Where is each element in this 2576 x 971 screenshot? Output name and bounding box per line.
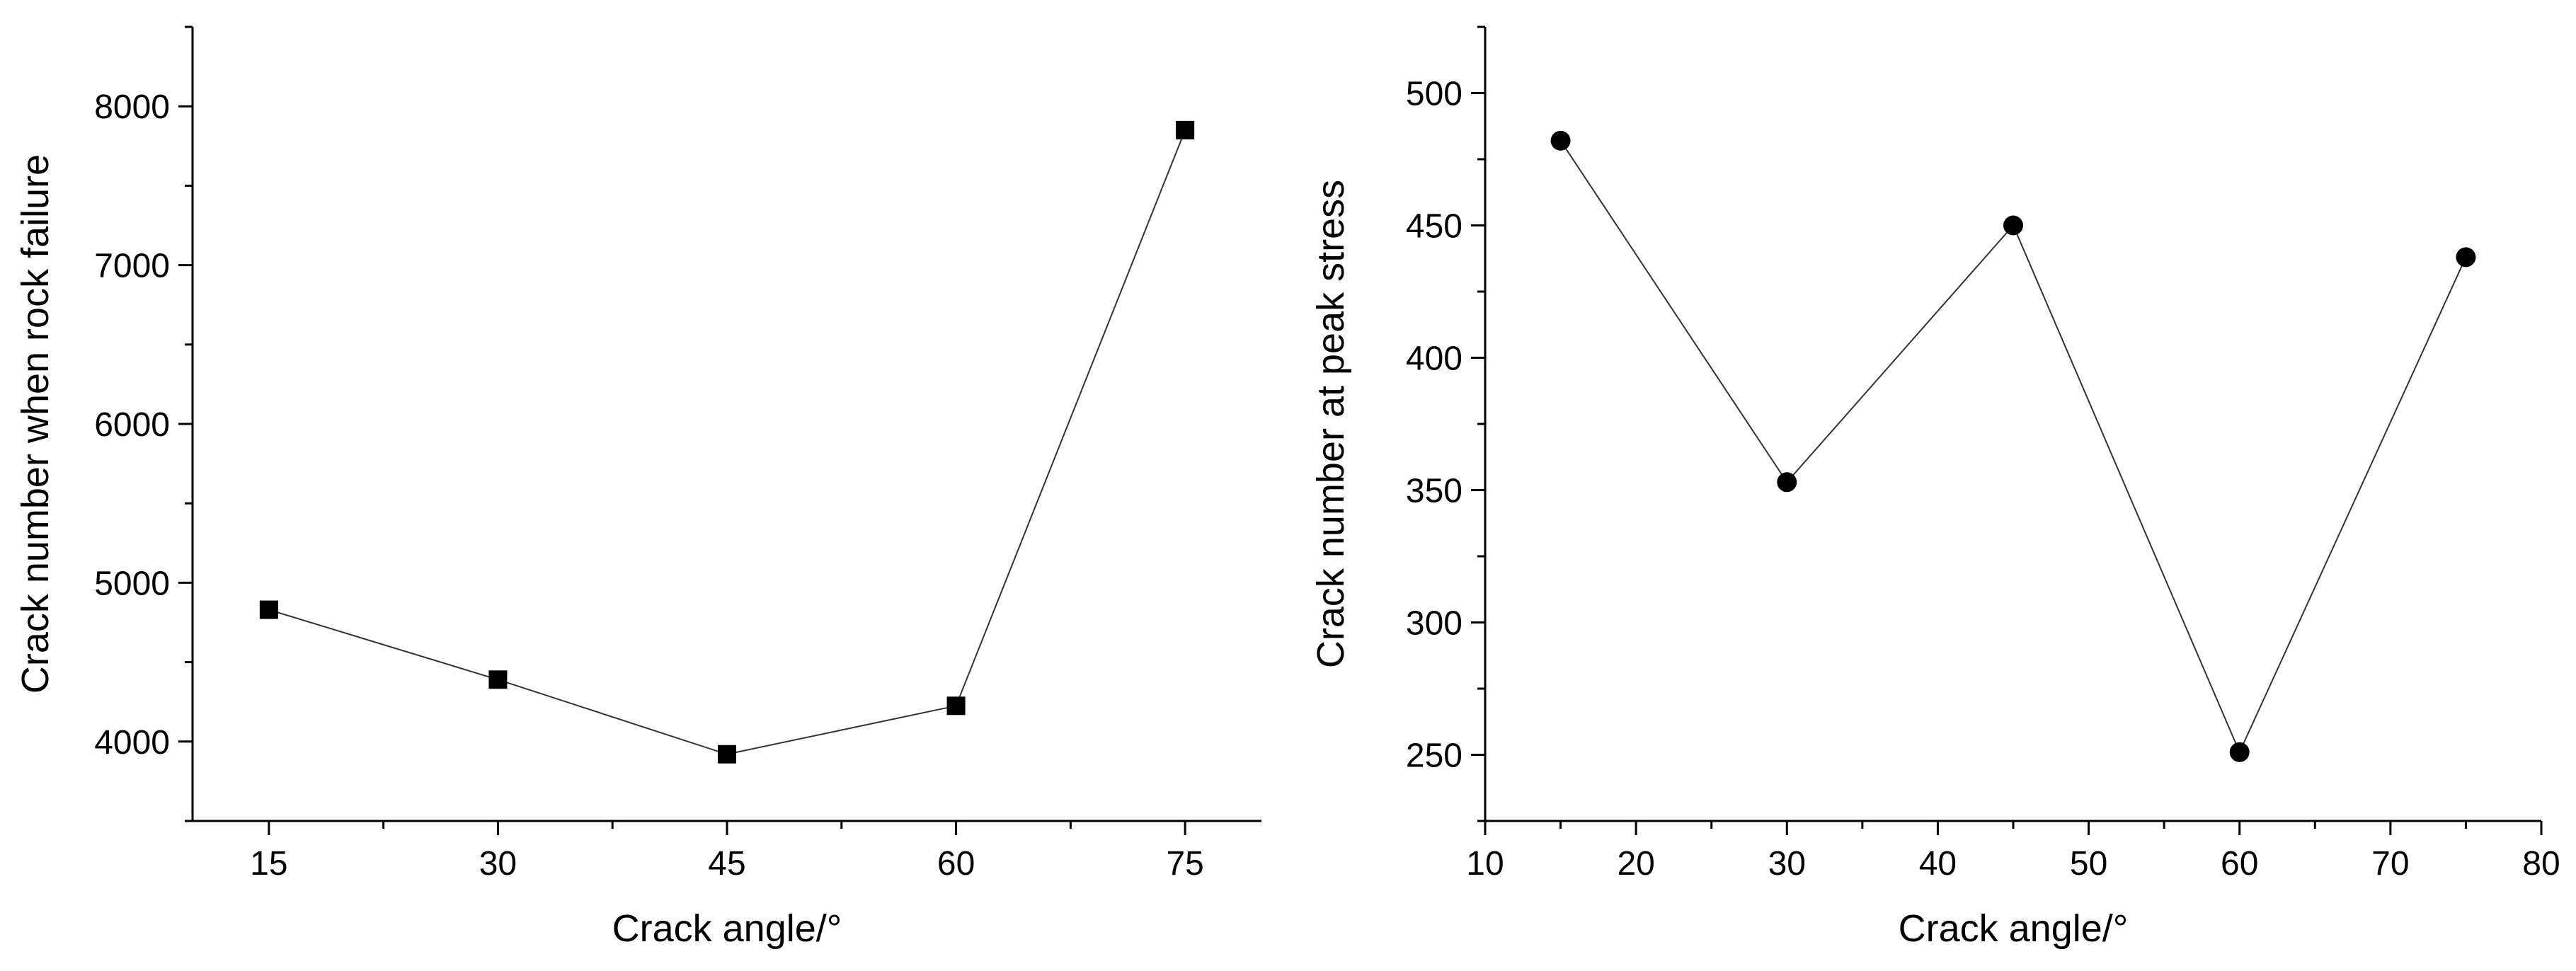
chart-2-x-tick-label: 50 [2070, 845, 2107, 883]
chart-2-data-point [2003, 215, 2023, 236]
chart-2-data-point [1777, 472, 1797, 493]
chart-2-x-tick-label: 10 [1466, 845, 1504, 883]
chart-1-y-tick-label: 4000 [94, 724, 170, 762]
chart-1-y-axis-title: Crack number when rock failure [14, 154, 57, 694]
chart-1-x-tick-label: 15 [250, 845, 287, 883]
chart-2-y-tick-label: 250 [1406, 737, 1462, 775]
left-chart-panel: 15 30 45 60 75 4000 5000 6000 7000 8000 Crack angl… [0, 0, 1274, 971]
chart-2-y-tick-label: 300 [1406, 605, 1462, 643]
crack-failure-chart: 15 30 45 60 75 4000 5000 6000 7000 8000 Crack angl… [14, 25, 1261, 950]
chart-1-data-point [946, 696, 966, 716]
chart-1-x-tick-label: 60 [937, 845, 975, 883]
chart-2-y-tick-label: 500 [1406, 76, 1462, 113]
chart-2-x-axis-title: Crack angle/° [1899, 907, 2129, 950]
chart-2-y-axis-title: Crack number at peak stress [1310, 180, 1352, 668]
chart-2-data-point [2229, 742, 2250, 762]
chart-2-data-point [1550, 130, 1571, 151]
chart-1-data-point [259, 600, 278, 619]
chart-2-x-tick-label: 30 [1768, 845, 1806, 883]
right-chart-panel: 10 20 30 40 50 60 70 80 250 300 350 400 450 500 Crack … [1295, 0, 2576, 971]
peak-stress-chart: 10 20 30 40 50 60 70 80 250 300 350 400 450 500 Crack … [1310, 25, 2560, 950]
chart-2-data-point [2456, 247, 2476, 268]
chart-1-x-axis-title: Crack angle/° [612, 907, 842, 950]
chart-2-y-tick-label: 450 [1406, 208, 1462, 246]
chart-2-x-tick-label: 80 [2522, 845, 2560, 883]
chart-1-x-tick-label: 45 [708, 845, 745, 883]
chart-2-y-tick-label: 350 [1406, 473, 1462, 510]
chart-1-y-tick-label: 7000 [94, 248, 170, 285]
chart-1-data-point [1176, 120, 1195, 139]
chart-2-x-tick-label: 60 [2221, 845, 2258, 883]
chart-1-series-line [268, 130, 1186, 755]
chart-1-y-tick-label: 5000 [94, 565, 170, 602]
chart-2-x-tick-label: 20 [1617, 845, 1654, 883]
chart-2-x-tick-label: 40 [1919, 845, 1957, 883]
chart-1-x-tick-label: 75 [1166, 845, 1203, 883]
chart-2-x-tick-label: 70 [2371, 845, 2409, 883]
chart-1-y-tick-label: 6000 [94, 406, 170, 444]
chart-1-x-tick-label: 30 [479, 845, 517, 883]
chart-1-data-point [488, 670, 508, 689]
chart-1-data-point [718, 745, 736, 764]
chart-1-y-tick-label: 8000 [94, 88, 170, 126]
chart-2-y-tick-label: 400 [1406, 340, 1462, 378]
